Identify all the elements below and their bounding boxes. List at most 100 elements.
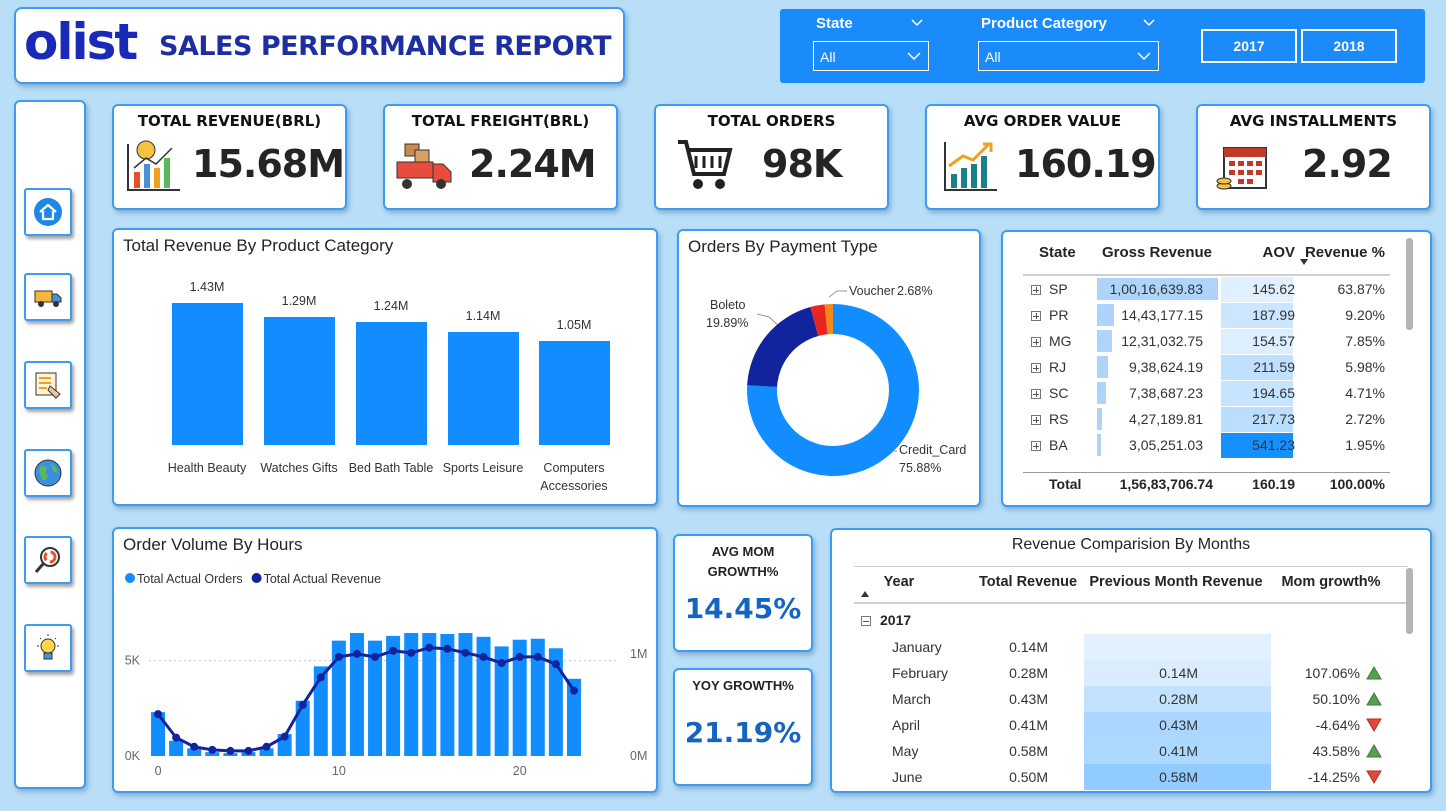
pie-slice	[824, 304, 833, 335]
logo: olist	[24, 13, 138, 71]
nav-home[interactable]	[24, 188, 72, 236]
year-button[interactable]: 2017	[1201, 29, 1297, 63]
y-tick-label: 0K	[125, 749, 141, 763]
table-cell: 217.73	[1252, 411, 1295, 427]
table-cell: 3,05,251.03	[1129, 437, 1203, 453]
value-label: 1.05M	[556, 317, 592, 332]
icon	[34, 198, 62, 226]
trend-indicator	[1366, 770, 1382, 784]
state-table: State Gross Revenue AOV Revenue % SP 1,00,16,…	[1001, 230, 1432, 507]
bar	[349, 633, 364, 756]
year-button[interactable]: 2018	[1301, 29, 1397, 63]
table-cell: SC	[1049, 385, 1069, 401]
nav-freight[interactable]	[24, 273, 72, 321]
bar	[548, 648, 563, 756]
bar	[458, 633, 473, 756]
chart-title: Order Volume By Hours	[123, 535, 303, 554]
bar	[530, 638, 545, 756]
table-cell: 0.58M	[1159, 769, 1198, 785]
leader-line	[756, 313, 780, 327]
bar	[295, 700, 310, 756]
dropdown-value: All	[820, 49, 836, 65]
kpi-label: AVG ORDER VALUE	[963, 112, 1122, 130]
kpi-value: 98K	[762, 142, 842, 186]
table-cell: 1,00,16,639.83	[1109, 281, 1203, 297]
category-dropdown[interactable]: All	[978, 41, 1159, 71]
line-point	[551, 660, 560, 669]
table-cell: 2.72%	[1345, 411, 1385, 427]
nav-reviews[interactable]	[24, 361, 72, 409]
table-cell: 0.28M	[1009, 665, 1048, 681]
cell-shade	[1221, 433, 1293, 458]
line-point	[172, 733, 181, 742]
report-title: SALES PERFORMANCE REPORT	[159, 31, 612, 62]
kpi-label: TOTAL ORDERS	[707, 112, 836, 130]
value-label: 1.14M	[465, 308, 501, 323]
trend-indicator	[1366, 666, 1382, 680]
kpi-value: 2.24M	[469, 142, 597, 186]
bar-chart-panel: Total Revenue By Product Category 1.43M H…	[112, 228, 658, 506]
trend-indicator	[1366, 744, 1382, 758]
sort-arrow	[1300, 259, 1308, 265]
kpi-value: 15.68M	[192, 142, 345, 186]
filter-label: Product Category	[981, 15, 1107, 32]
kpi-icon	[127, 140, 180, 191]
table-cell: 0.14M	[1159, 665, 1198, 681]
triangle	[1366, 666, 1382, 680]
line-point	[244, 746, 253, 755]
line-point	[154, 710, 163, 719]
line-point	[190, 742, 199, 751]
column-header: Previous Month Revenue	[1089, 574, 1263, 590]
table-cell: 14,43,177.15	[1121, 307, 1203, 323]
expand-icon	[1031, 285, 1041, 295]
line-point	[443, 644, 452, 653]
sort-arrow	[861, 591, 869, 597]
line-point	[280, 732, 289, 741]
filter-label: State	[816, 15, 853, 32]
state-dropdown[interactable]: All	[813, 41, 929, 71]
kpi-value: 160.19	[1015, 142, 1157, 186]
kpi-icon	[944, 142, 997, 191]
table-title: Revenue Comparision By Months	[1011, 536, 1251, 553]
bar	[151, 712, 166, 756]
header-rule	[854, 566, 1408, 567]
y2-tick-label: 0M	[630, 749, 647, 763]
cell-shade	[1221, 329, 1293, 354]
line-point	[226, 746, 235, 755]
line-point	[371, 652, 380, 661]
column-header: AOV	[1262, 244, 1295, 261]
cell-shade	[1084, 686, 1271, 712]
pie-slice	[810, 304, 828, 336]
nav-search[interactable]	[24, 536, 72, 584]
bar	[355, 321, 427, 445]
chevron	[1137, 52, 1151, 61]
growth-value: 21.19%	[684, 716, 802, 749]
bar	[566, 678, 581, 756]
nav-insights[interactable]	[24, 624, 72, 672]
bar	[494, 646, 509, 756]
table-cell: 7.85%	[1345, 333, 1385, 349]
y-tick-label: 5K	[125, 654, 141, 668]
table-cell: MG	[1049, 333, 1072, 349]
line-point	[461, 648, 470, 657]
dropdown-value: All	[985, 49, 1001, 65]
bar	[187, 748, 202, 756]
table-cell: 4.71%	[1345, 385, 1385, 401]
x-tick-label: 0	[155, 764, 162, 778]
pie-chart-panel: Orders By Payment Type Boleto 19.89% Vou…	[677, 229, 981, 507]
column-header: Total Revenue	[978, 574, 1078, 590]
cell-shade	[1084, 660, 1271, 686]
table-cell: 145.62	[1252, 281, 1295, 297]
expand-icon	[1031, 441, 1041, 451]
expand-icon	[1031, 337, 1041, 347]
table-cell: 0.43M	[1009, 691, 1048, 707]
scrollbar	[1406, 238, 1413, 330]
growth-card: YOY GROWTH% 21.19%	[673, 668, 813, 786]
nav-map[interactable]	[24, 449, 72, 497]
table-cell: May	[892, 743, 919, 759]
table-cell: 7,38,687.23	[1129, 385, 1203, 401]
triangle	[1366, 744, 1382, 758]
line-point	[425, 643, 434, 652]
line-point	[316, 673, 325, 682]
x-tick-label: 10	[332, 764, 346, 778]
